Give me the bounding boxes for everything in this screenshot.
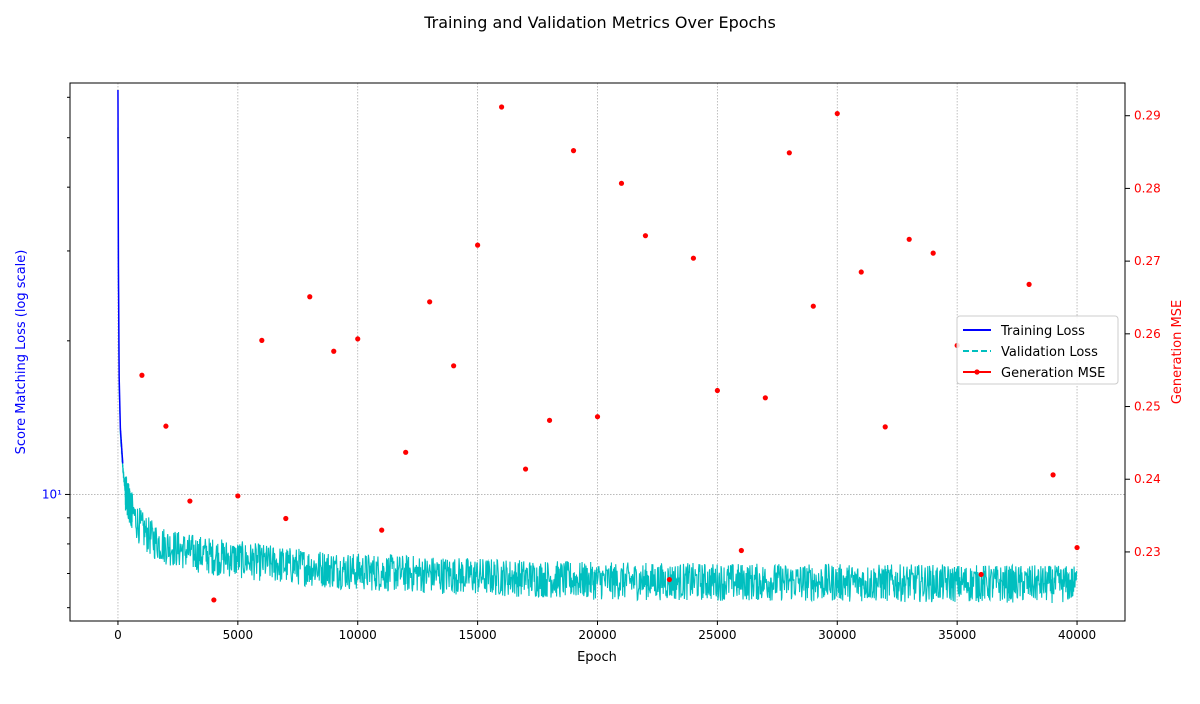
- mse-point: [858, 269, 864, 275]
- mse-point: [1026, 281, 1032, 287]
- grid-lines: [70, 83, 1125, 621]
- mse-point: [762, 395, 768, 401]
- right-y-tick-label: 0.23: [1134, 545, 1161, 559]
- right-y-tick-label: 0.28: [1134, 181, 1161, 195]
- x-tick-label: 10000: [339, 628, 377, 642]
- mse-point: [906, 236, 912, 242]
- right-y-tick-label: 0.24: [1134, 472, 1161, 486]
- legend-box: [956, 315, 1119, 385]
- x-tick-label: 15000: [459, 628, 497, 642]
- x-tick-label: 25000: [698, 628, 736, 642]
- right-y-tick-label: 0.29: [1134, 109, 1161, 123]
- mse-point: [498, 104, 505, 110]
- mse-point: [834, 110, 840, 117]
- left-y-axis-label: Score Matching Loss (log scale): [14, 250, 29, 455]
- x-tick-label: 30000: [818, 628, 856, 642]
- mse-point: [738, 547, 744, 554]
- x-tick-label: 20000: [578, 628, 616, 642]
- legend-label-training: Training Loss: [1000, 324, 1085, 339]
- right-y-tick-label: 0.25: [1134, 400, 1161, 414]
- chart-title: Training and Validation Metrics Over Epo…: [423, 13, 776, 32]
- x-tick-label: 5000: [223, 628, 254, 642]
- mse-point: [1074, 544, 1080, 551]
- mse-point: [259, 337, 265, 343]
- mse-point: [882, 424, 888, 430]
- legend-label-validation: Validation Loss: [1001, 345, 1098, 360]
- right-y-tick-label: 0.26: [1134, 327, 1161, 341]
- mse-point: [163, 423, 169, 429]
- mse-point: [451, 363, 457, 369]
- mse-point: [978, 571, 984, 578]
- right-y-tick-label: 0.27: [1134, 254, 1161, 268]
- left-y-axis: 10¹: [42, 96, 70, 609]
- mse-point: [522, 466, 529, 472]
- mse-point: [618, 180, 625, 186]
- mse-point: [427, 299, 433, 305]
- legend: Training Loss Validation Loss Generation…: [956, 315, 1119, 385]
- mse-point: [930, 250, 936, 256]
- mse-point: [1050, 472, 1056, 478]
- right-y-axis-label: Generation MSE: [1170, 300, 1185, 404]
- series-validation-loss: [117, 127, 1078, 603]
- left-y-tick-label: 10¹: [42, 487, 62, 501]
- mse-point: [810, 303, 816, 309]
- x-axis-label: Epoch: [577, 650, 617, 665]
- x-tick-label: 0: [114, 628, 122, 642]
- mse-point: [403, 449, 409, 455]
- mse-point: [307, 294, 313, 300]
- mse-point: [379, 527, 385, 533]
- legend-marker-mse: [974, 369, 980, 375]
- mse-point: [570, 148, 577, 154]
- x-tick-label: 40000: [1058, 628, 1096, 642]
- legend-label-mse: Generation MSE: [1001, 366, 1105, 381]
- mse-point: [331, 348, 337, 354]
- mse-point: [786, 150, 792, 156]
- mse-point: [714, 387, 720, 394]
- mse-point: [546, 417, 553, 423]
- mse-point: [139, 372, 145, 378]
- mse-point: [355, 336, 361, 342]
- x-tick-label: 35000: [938, 628, 976, 642]
- mse-point: [642, 233, 649, 239]
- x-axis: 0 5000 10000 15000 20000 25000 30000 35000 40000: [114, 621, 1096, 642]
- right-y-axis: 0.23 0.24 0.25 0.26 0.27 0.28 0.29: [1125, 109, 1161, 559]
- mse-point: [235, 493, 241, 499]
- mse-point: [211, 597, 217, 603]
- mse-point: [187, 498, 193, 504]
- mse-point: [666, 576, 673, 583]
- plot-area: [117, 90, 1080, 603]
- mse-point: [594, 414, 601, 420]
- mse-point: [283, 515, 289, 522]
- mse-point: [690, 255, 697, 261]
- series-training-loss: [117, 90, 124, 464]
- mse-point: [475, 242, 481, 248]
